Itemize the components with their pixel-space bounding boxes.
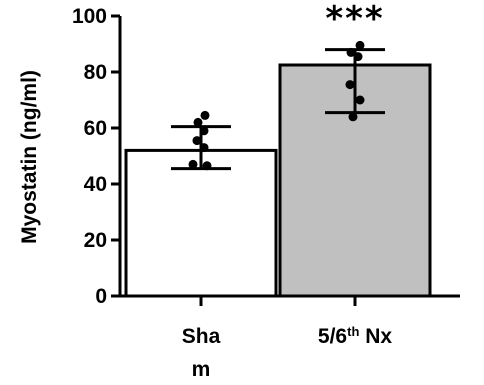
y-tick-label-1: 20 <box>84 229 107 252</box>
y-tick-label-4: 80 <box>84 61 107 84</box>
data-point-0-1 <box>193 117 203 127</box>
data-point-0-6 <box>202 161 212 171</box>
bar-0 <box>124 148 278 298</box>
data-point-1-2 <box>353 52 363 62</box>
data-point-1-5 <box>348 112 358 122</box>
data-point-1-0 <box>355 40 365 50</box>
x-tick-label-1: 5/6th Nx <box>318 324 392 349</box>
y-tick-label-3: 60 <box>84 117 107 140</box>
data-point-0-5 <box>188 159 198 169</box>
data-point-1-4 <box>355 95 365 105</box>
y-tick-label-2: 40 <box>84 173 107 196</box>
data-point-1-1 <box>346 47 356 57</box>
data-point-1-3 <box>345 80 355 90</box>
x-tick-label-1-base: 5/6 <box>318 325 347 348</box>
data-point-0-3 <box>192 136 202 146</box>
data-point-0-2 <box>199 126 209 136</box>
data-point-0-4 <box>199 143 209 153</box>
y-tick-label-5: 100 <box>72 5 107 28</box>
y-tick-label-0: 0 <box>95 285 107 308</box>
x-tick-label-0-line-0: Sha <box>182 325 221 348</box>
x-tick-label-0-line-1: m <box>192 358 211 381</box>
data-point-0-0 <box>200 110 210 120</box>
x-tick-label-1-sup: th <box>347 324 359 339</box>
significance-annotation-0: *** <box>325 0 384 39</box>
x-tick-label-1-rest: Nx <box>359 325 392 348</box>
y-axis-label: Myostatin (ng/ml) <box>18 70 41 244</box>
plot-area: 0 20 40 60 80 100 Sha m 5/6th Nx *** <box>72 0 460 381</box>
